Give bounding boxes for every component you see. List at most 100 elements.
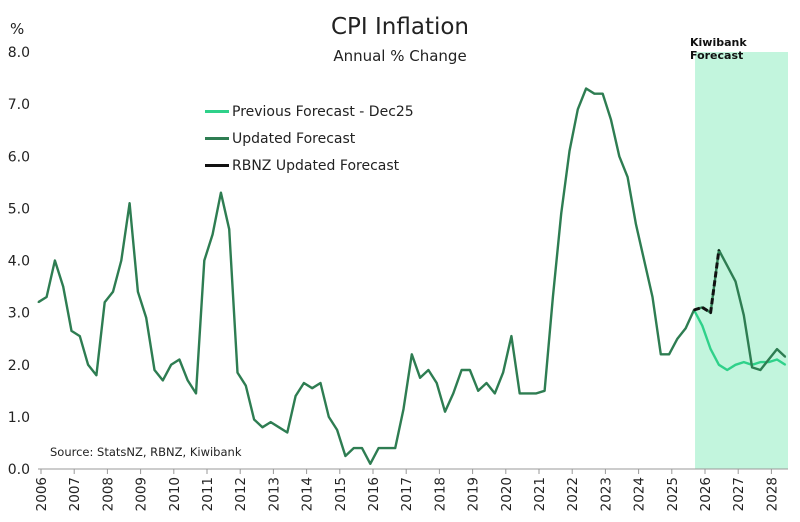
data-point <box>286 431 289 434</box>
data-point <box>709 348 712 350</box>
data-point <box>543 390 546 392</box>
data-point <box>269 421 272 423</box>
data-point <box>137 290 139 293</box>
data-point <box>626 176 629 178</box>
data-point <box>676 337 679 340</box>
data-point <box>195 392 197 395</box>
data-point <box>535 392 538 395</box>
x-tick-label: 2020 <box>499 477 515 511</box>
data-point <box>726 264 729 267</box>
y-tick-label: 0.0 <box>8 462 30 478</box>
forecast-region-label: Kiwibank Forecast <box>690 36 747 62</box>
legend-swatch <box>205 137 229 140</box>
x-tick-label: 2025 <box>665 477 681 511</box>
data-point <box>635 223 637 225</box>
data-point <box>734 280 737 283</box>
data-point <box>460 369 463 371</box>
data-point <box>759 369 762 371</box>
data-point <box>386 447 388 449</box>
data-point <box>518 392 521 395</box>
data-point <box>610 118 612 121</box>
x-tick-label: 2014 <box>300 477 316 511</box>
data-point <box>303 382 305 384</box>
data-point <box>377 447 380 449</box>
data-point <box>751 366 753 369</box>
x-tick-label: 2018 <box>432 477 448 511</box>
data-point <box>128 202 131 204</box>
data-point <box>344 455 347 457</box>
legend-label: Updated Forecast <box>232 130 356 147</box>
data-point <box>726 369 729 371</box>
x-tick-label: 2027 <box>731 477 747 511</box>
data-point <box>593 92 596 95</box>
x-tick-label: 2011 <box>200 477 216 511</box>
series-line-rbnz-updated-forecast <box>693 249 721 315</box>
data-point <box>510 335 513 337</box>
data-point <box>734 363 737 366</box>
x-tick-label: 2026 <box>698 477 714 511</box>
data-point <box>419 376 421 379</box>
x-tick-label: 2006 <box>34 477 50 511</box>
source-note: Source: StatsNZ, RBNZ, Kiwibank <box>50 445 242 459</box>
data-point <box>294 395 297 397</box>
data-point <box>759 361 762 363</box>
data-point <box>469 369 471 371</box>
y-tick-label: 2.0 <box>8 358 30 374</box>
data-point <box>45 296 48 298</box>
data-point <box>120 259 123 262</box>
x-tick-label: 2010 <box>167 477 183 511</box>
x-tick-label: 2017 <box>399 477 415 511</box>
y-tick-label: 3.0 <box>8 306 30 322</box>
y-tick-label: 5.0 <box>8 201 30 217</box>
data-point <box>776 358 778 361</box>
x-tick-label: 2024 <box>632 477 648 511</box>
legend-label: RBNZ Updated Forecast <box>232 157 400 174</box>
data-point <box>394 447 397 449</box>
data-point <box>178 358 181 361</box>
data-point <box>784 363 787 366</box>
data-point <box>352 447 355 449</box>
y-tick-label: 4.0 <box>8 254 30 270</box>
x-tick-label: 2008 <box>100 477 116 511</box>
data-point <box>37 301 40 304</box>
data-point <box>494 392 496 395</box>
legend-item-rbnz: RBNZ Updated Forecast <box>205 152 414 179</box>
data-point <box>743 314 745 317</box>
y-tick-label: 6.0 <box>8 149 30 165</box>
data-point <box>112 290 114 293</box>
data-point <box>402 408 405 410</box>
data-point <box>560 212 563 215</box>
x-tick-label: 2019 <box>466 477 482 511</box>
legend-label: Previous Forecast - Dec25 <box>232 103 414 120</box>
data-point <box>186 379 189 382</box>
data-point <box>103 301 106 304</box>
data-point <box>452 392 455 395</box>
chart-subtitle: Annual % Change <box>333 47 467 65</box>
data-point <box>577 108 579 111</box>
data-point <box>203 259 206 262</box>
data-point <box>767 358 770 361</box>
series-line-previous-forecast-dec25 <box>692 309 786 372</box>
legend: Previous Forecast - Dec25 Updated Foreca… <box>205 98 414 179</box>
data-point <box>62 285 65 288</box>
y-tick-label: 7.0 <box>8 97 30 113</box>
data-point <box>319 382 322 384</box>
x-tick-label: 2028 <box>764 477 780 511</box>
data-point <box>162 379 164 382</box>
data-point <box>701 324 704 327</box>
x-tick-label: 2021 <box>532 477 548 511</box>
data-point <box>411 353 413 356</box>
data-point <box>336 429 338 431</box>
data-point <box>684 327 687 330</box>
data-point <box>618 155 621 158</box>
data-point <box>585 87 587 90</box>
data-point <box>153 369 156 371</box>
data-point <box>435 382 438 384</box>
data-point <box>79 335 81 337</box>
data-point <box>145 317 148 319</box>
data-point <box>568 150 571 152</box>
x-tick-label: 2012 <box>233 477 249 511</box>
data-point <box>220 191 222 194</box>
forecast-shading <box>695 52 788 469</box>
data-point <box>776 348 778 350</box>
